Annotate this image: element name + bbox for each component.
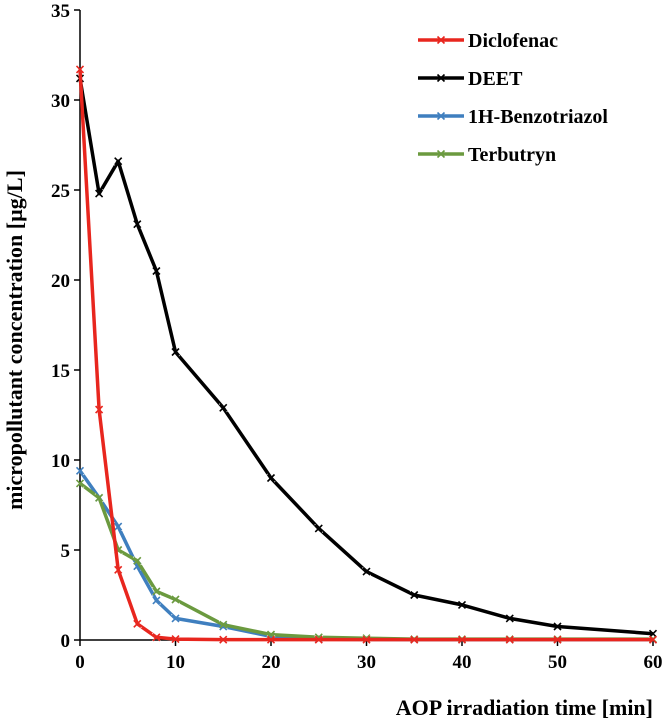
data-point-deet (266, 473, 276, 483)
data-point-deet (114, 157, 123, 166)
legend-marker (436, 111, 446, 121)
data-point-diclofenac (505, 635, 514, 644)
data-point-deet (95, 189, 104, 198)
legend-item-deet: DEET (418, 68, 523, 90)
data-point-terbutryn (152, 587, 161, 596)
data-point-deet (152, 266, 161, 276)
y-tick-label: 30 (51, 91, 70, 112)
legend-marker (436, 35, 446, 45)
data-point-diclofenac (266, 635, 276, 644)
data-point-diclofenac (648, 635, 658, 644)
x-tick-label: 0 (75, 652, 85, 673)
data-point-deet (553, 622, 562, 631)
series-diclofenac (75, 64, 658, 645)
data-point-diclofenac (553, 635, 562, 644)
series-line-terbutryn (78, 482, 653, 641)
x-axis-title: AOP irradiation time [min] (396, 695, 653, 720)
data-point-diclofenac (410, 635, 419, 644)
data-point-deet (133, 220, 142, 229)
legend-item-diclofenac: Diclofenac (418, 30, 558, 52)
data-point-diclofenac (362, 635, 371, 644)
series-layer (75, 64, 658, 645)
x-tick-label: 30 (357, 652, 376, 673)
data-point-diclofenac (457, 635, 467, 644)
x-tick-label: 40 (453, 652, 472, 673)
data-point-diclofenac (219, 635, 228, 644)
legend-label: Diclofenac (468, 30, 558, 52)
legend-marker (436, 73, 446, 83)
legend-label: 1H-Benzotriazol (468, 106, 608, 128)
y-tick-label: 25 (51, 181, 70, 202)
legend-item-terbutryn: Terbutryn (418, 144, 556, 166)
data-point-1h-benzotriazol (171, 614, 180, 623)
data-point-1h-benzotriazol (75, 466, 85, 475)
data-point-1h-benzotriazol (114, 522, 123, 531)
y-tick-label: 5 (61, 541, 71, 562)
data-point-deet (648, 629, 658, 638)
series-line-1h-benzotriazol (78, 469, 653, 642)
data-point-diclofenac (152, 633, 161, 642)
data-point-diclofenac (75, 65, 85, 74)
x-tick-label: 20 (262, 652, 281, 673)
legend: Diclofenac DEET 1H-Benzotriazol Terbutryn (418, 30, 608, 166)
y-axis-title: micropollutant concentration [µg/L] (2, 170, 27, 510)
axes: 0 5 10 15 20 25 30 35 0 10 20 30 40 50 60 (51, 1, 663, 673)
y-tick-label: 20 (51, 271, 70, 292)
series-1h-benzotriazol (75, 466, 658, 645)
data-point-diclofenac (95, 405, 104, 414)
series-line-diclofenac (78, 69, 653, 642)
series-deet (75, 73, 658, 639)
data-point-deet (171, 347, 180, 357)
data-point-terbutryn (171, 595, 180, 604)
legend-marker (436, 149, 446, 159)
x-tick-label: 60 (644, 652, 663, 673)
data-point-diclofenac (133, 619, 142, 628)
y-tick-label: 15 (51, 361, 70, 382)
data-point-terbutryn (95, 493, 104, 502)
data-point-deet (410, 590, 419, 600)
legend-label: DEET (468, 68, 523, 90)
data-point-1h-benzotriazol (152, 596, 161, 605)
data-point-diclofenac (114, 565, 123, 574)
data-point-terbutryn (219, 620, 228, 629)
data-point-deet (457, 600, 467, 609)
data-point-diclofenac (171, 635, 180, 644)
data-point-terbutryn (133, 556, 142, 565)
series-terbutryn (75, 478, 658, 644)
y-tick-label: 10 (51, 451, 70, 472)
data-point-deet (362, 567, 371, 576)
x-tick-label: 50 (548, 652, 567, 673)
data-point-deet (219, 403, 228, 412)
series-line-deet (78, 78, 654, 636)
legend-label: Terbutryn (468, 144, 556, 166)
x-tick-label: 10 (166, 652, 185, 673)
data-point-deet (314, 524, 323, 533)
data-point-diclofenac (314, 635, 323, 644)
data-point-deet (505, 614, 514, 623)
y-tick-label: 35 (51, 1, 70, 22)
legend-item-1h-benzotriazol: 1H-Benzotriazol (418, 106, 608, 128)
y-tick-label: 0 (61, 631, 71, 652)
data-point-terbutryn (75, 479, 85, 488)
